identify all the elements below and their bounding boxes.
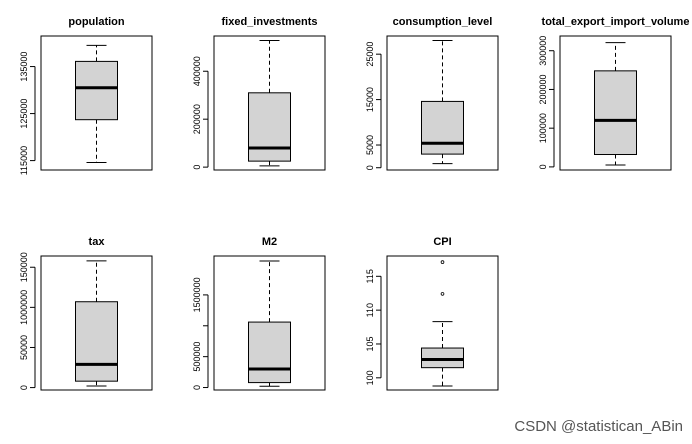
- plot-total-export-import-volume: total_export_import_volume 0 100000 200000 3…: [538, 16, 690, 171]
- iqr-box-population: [75, 60, 118, 121]
- iqr-box-fixed-investments: [248, 92, 291, 162]
- iqr-box-cpi: [421, 347, 464, 369]
- plot-population: population 115000 125000 135000: [19, 16, 153, 175]
- plot-title-m2: M2: [262, 236, 277, 248]
- plot-consumption-level: consumption_level 0 5000 15000 25000: [365, 16, 499, 171]
- outlier-point-cpi-0: [440, 292, 445, 296]
- outlier-point-cpi-1: [440, 260, 445, 264]
- y-tick-label-tax-3: 150000: [19, 252, 29, 282]
- plot-fixed-investments: fixed_investments 0 200000 400000: [192, 16, 326, 171]
- y-tick-label-tax-1: 50000: [19, 335, 29, 360]
- y-tick-label-m2-0: 0: [192, 385, 202, 390]
- y-tick-label-consumption-level-2: 15000: [365, 87, 375, 112]
- plot-frame-m2: [213, 255, 326, 391]
- y-tick-label-cpi-2: 110: [365, 303, 375, 317]
- plot-frame-fixed-investments: [213, 35, 326, 171]
- plot-frame-consumption-level: [386, 35, 499, 171]
- y-tick-label-total-export-import-volume-2: 200000: [538, 74, 548, 104]
- iqr-box-consumption-level: [421, 100, 464, 155]
- plot-title-total-export-import-volume: total_export_import_volume: [542, 16, 690, 28]
- plot-title-fixed-investments: fixed_investments: [222, 16, 318, 28]
- y-tick-label-tax-0: 0: [19, 385, 29, 390]
- y-tick-label-cpi-3: 115: [365, 269, 375, 283]
- plot-tax: tax 0 50000 1000000 150000: [19, 236, 153, 391]
- iqr-box-tax: [75, 301, 118, 382]
- y-tick-label-consumption-level-3: 25000: [365, 42, 375, 67]
- y-tick-label-total-export-import-volume-0: 0: [538, 164, 548, 169]
- y-tick-label-total-export-import-volume-3: 300000: [538, 36, 548, 66]
- y-tick-label-consumption-level-1: 5000: [365, 135, 375, 155]
- y-tick-label-consumption-level-0: 0: [365, 165, 375, 170]
- iqr-box-m2: [248, 321, 291, 384]
- plot-frame-tax: [40, 255, 153, 391]
- y-tick-label-fixed-investments-1: 200000: [192, 104, 202, 134]
- plot-m2: M2 0 500000 1500000: [192, 236, 326, 391]
- y-tick-label-population-0: 115000: [19, 146, 29, 175]
- plot-title-tax: tax: [89, 236, 106, 248]
- plot-frame-population: [40, 35, 153, 171]
- plot-title-cpi: CPI: [433, 236, 451, 248]
- iqr-box-total-export-import-volume: [594, 70, 637, 156]
- y-tick-label-m2-1: 500000: [192, 342, 202, 372]
- y-tick-label-fixed-investments-0: 0: [192, 165, 202, 170]
- y-tick-label-tax-2: 1000000: [19, 290, 29, 325]
- y-tick-label-fixed-investments-2: 400000: [192, 56, 202, 86]
- plot-title-consumption-level: consumption_level: [393, 16, 493, 28]
- y-tick-label-total-export-import-volume-1: 100000: [538, 113, 548, 143]
- plot-cpi: CPI 100 105 110 115: [365, 236, 499, 391]
- plot-frame-cpi: [386, 255, 499, 391]
- y-tick-label-m2-3: 1500000: [192, 277, 202, 312]
- watermark: CSDN @statistican_ABin: [514, 418, 683, 435]
- plot-title-population: population: [68, 16, 124, 28]
- plot-frame-total-export-import-volume: [559, 35, 672, 171]
- y-tick-label-cpi-0: 100: [365, 370, 375, 385]
- y-tick-label-population-2: 135000: [19, 52, 29, 82]
- y-tick-label-cpi-1: 105: [365, 336, 375, 351]
- y-tick-label-population-1: 125000: [19, 99, 29, 129]
